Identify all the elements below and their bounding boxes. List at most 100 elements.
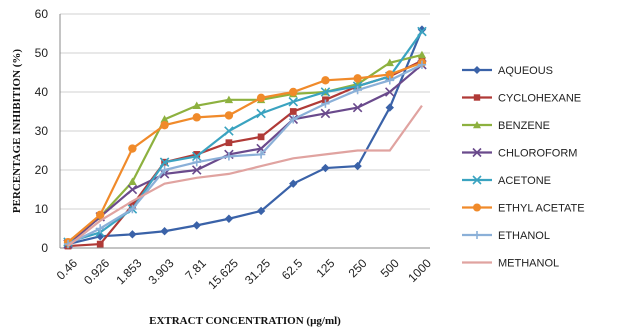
- data-point: [128, 144, 137, 153]
- data-point: [256, 206, 266, 216]
- x-tick-label: 31.25: [242, 256, 273, 287]
- x-tick-label: 62.5: [279, 256, 306, 283]
- data-point: [224, 126, 234, 136]
- x-tick-label: 0.926: [81, 256, 112, 287]
- data-point: [127, 184, 138, 195]
- data-point: [353, 74, 362, 83]
- data-point: [320, 108, 331, 119]
- y-axis-title: PERCENTAGE INHIBITION (%): [11, 49, 23, 214]
- data-point: [160, 120, 169, 130]
- data-point: [128, 204, 137, 214]
- series-line: [67, 53, 423, 245]
- legend-marker: [473, 203, 481, 212]
- y-tick-label: 40: [35, 85, 49, 99]
- legend-label: ETHYL ACETATE: [498, 203, 585, 215]
- legend-marker: [473, 231, 481, 239]
- data-point: [353, 161, 362, 171]
- data-point: [417, 50, 427, 59]
- series-line: [67, 105, 423, 247]
- legend-label: ACETONE: [498, 175, 551, 187]
- series-ethanol: [63, 60, 427, 249]
- x-tick-label: 250: [346, 256, 370, 280]
- data-point: [224, 152, 234, 161]
- legend-marker: [473, 66, 481, 74]
- legend-marker: [472, 175, 482, 185]
- x-axis-title: EXTRACT CONCENTRATION (µg/ml): [149, 315, 341, 327]
- data-point: [160, 115, 169, 123]
- data-point: [288, 96, 299, 107]
- data-point: [128, 177, 137, 186]
- data-point: [417, 60, 427, 69]
- data-point: [289, 115, 298, 124]
- y-tick-label: 0: [41, 241, 48, 255]
- gridlines: [60, 13, 430, 249]
- series-line: [67, 63, 423, 245]
- data-point: [256, 150, 266, 159]
- y-tick-label: 30: [35, 124, 49, 138]
- x-tick-label: 1.853: [113, 256, 144, 287]
- data-point: [192, 113, 201, 122]
- x-tick-label: 15.625: [205, 256, 241, 292]
- data-point: [224, 214, 234, 223]
- data-point: [289, 108, 297, 115]
- y-tick-label: 60: [35, 7, 49, 21]
- series-line: [67, 61, 423, 243]
- x-tick-label: 500: [378, 256, 402, 280]
- series-line: [67, 63, 423, 246]
- series-ethyl-acetate: [63, 58, 427, 247]
- data-point: [352, 102, 363, 113]
- data-point: [385, 70, 394, 79]
- data-point: [193, 151, 201, 158]
- data-point: [289, 87, 298, 97]
- legend-label: CHLOROFORM: [498, 148, 577, 160]
- data-point: [385, 76, 394, 85]
- data-point: [191, 165, 202, 175]
- data-point: [385, 103, 394, 112]
- data-point: [256, 108, 266, 119]
- y-tick-label: 10: [35, 202, 49, 216]
- data-point: [321, 99, 330, 108]
- data-point: [128, 230, 137, 239]
- x-tick-label: 125: [313, 256, 337, 280]
- legend-label: BENZENE: [498, 120, 550, 132]
- data-point: [160, 227, 169, 236]
- legend: AQUEOUS CYCLOHEXANE BENZENE CHLOROFORM ACETO…: [462, 65, 585, 270]
- data-point: [160, 165, 169, 175]
- data-point: [417, 25, 427, 34]
- series-aqueous: [63, 25, 427, 249]
- data-point: [385, 87, 395, 97]
- data-point: [257, 133, 265, 141]
- data-point: [224, 95, 234, 104]
- series-line: [67, 29, 423, 246]
- data-point: [225, 139, 233, 147]
- y-tick-label: 50: [35, 46, 49, 60]
- data-point: [321, 76, 330, 85]
- data-point: [159, 157, 170, 167]
- legend-label: CYCLOHEXANE: [498, 93, 581, 105]
- y-tick-label: 20: [35, 163, 49, 177]
- data-point: [192, 158, 201, 167]
- data-point: [191, 151, 202, 162]
- series-line: [67, 30, 423, 244]
- data-point: [417, 26, 427, 37]
- data-point: [256, 93, 266, 103]
- x-tick-label: 7.81: [182, 256, 209, 283]
- data-point: [96, 224, 105, 233]
- legend-marker: [473, 121, 481, 129]
- x-tick-label: 1000: [405, 256, 434, 285]
- data-point: [96, 210, 105, 220]
- data-point: [320, 87, 331, 97]
- series-methanol: [67, 105, 423, 247]
- data-point: [321, 163, 330, 173]
- x-tick-label: 0.46: [54, 256, 81, 283]
- legend-label: METHANOL: [498, 258, 559, 270]
- data-point: [353, 85, 362, 95]
- x-tick-label: 3.903: [145, 256, 176, 287]
- series-acetone: [63, 26, 427, 247]
- data-point: [224, 111, 234, 120]
- data-point: [192, 221, 201, 230]
- data-point: [289, 179, 298, 188]
- legend-marker: [473, 94, 481, 101]
